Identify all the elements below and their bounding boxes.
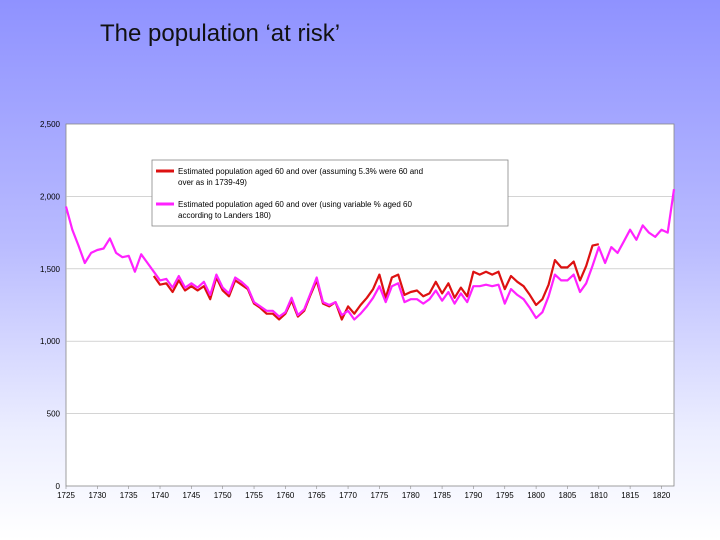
x-tick-label: 1780 [402,491,420,500]
x-tick-label: 1775 [371,491,389,500]
x-tick-label: 1770 [339,491,357,500]
y-tick-label: 2,000 [40,192,61,201]
x-tick-label: 1785 [433,491,451,500]
y-axis: 0 500 1,000 1,500 2,000 2,500 [40,120,61,491]
series-lines [64,189,676,321]
y-tick-label: 0 [56,482,61,491]
series-line-1 [152,243,600,321]
legend-label-series-1: Estimated population aged 60 and over (a… [178,167,425,187]
y-tick-label: 1,000 [40,337,61,346]
x-tick-label: 1730 [88,491,106,500]
x-tick-label: 1800 [527,491,545,500]
x-tick-label: 1725 [57,491,75,500]
y-tick-label: 1,500 [40,265,61,274]
x-tick-label: 1750 [214,491,232,500]
x-tick-label: 1795 [496,491,514,500]
series-line-2 [64,189,676,321]
x-tick-label: 1820 [653,491,671,500]
slide-title: The population ‘at risk’ [100,20,341,47]
x-axis: 1725 1730 1735 1740 1745 1750 1755 1760 1765 1770… [57,486,671,500]
y-tick-label: 500 [47,410,61,419]
x-tick-label: 1735 [120,491,138,500]
x-tick-label: 1805 [559,491,577,500]
x-tick-label: 1765 [308,491,326,500]
x-tick-label: 1790 [465,491,483,500]
x-tick-label: 1740 [151,491,169,500]
legend-box [151,159,509,227]
x-tick-label: 1815 [621,491,639,500]
legend: Estimated population aged 60 and over (a… [151,159,509,227]
x-tick-label: 1755 [245,491,263,500]
legend-label-series-2: Estimated population aged 60 and over (u… [178,200,414,220]
x-tick-label: 1810 [590,491,608,500]
y-tick-label: 2,500 [40,120,61,129]
x-tick-label: 1745 [182,491,200,500]
x-tick-label: 1760 [276,491,294,500]
